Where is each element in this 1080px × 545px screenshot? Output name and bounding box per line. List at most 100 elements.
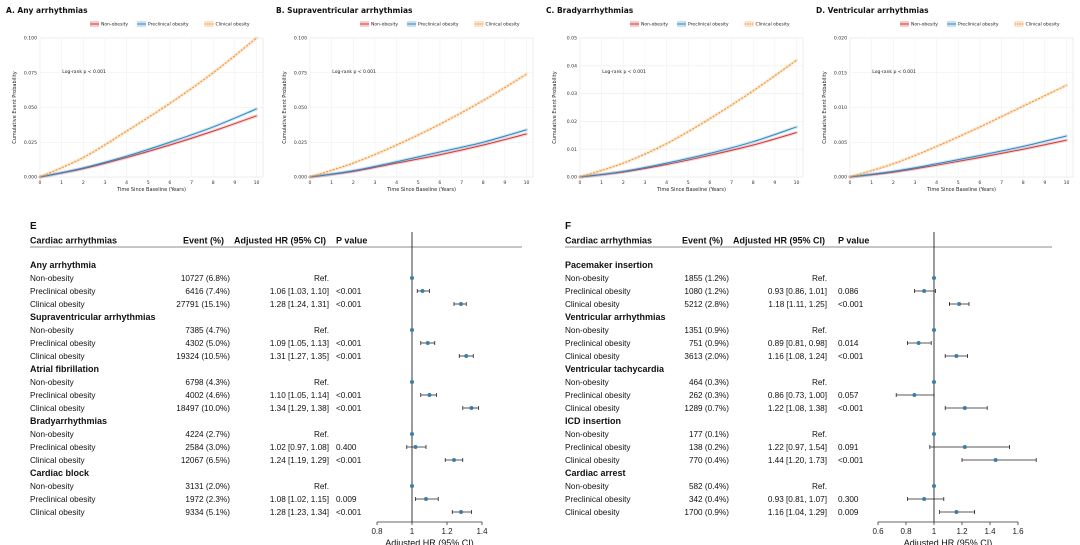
hr-point: [932, 380, 936, 384]
series-line: [309, 129, 527, 178]
row-p-value: <0.001: [336, 391, 362, 400]
x-tick-label: 6: [168, 180, 171, 186]
km-svg: A. Any arrhythmias Non-obesity Preclinical…: [6, 6, 264, 193]
row-p-value: <0.001: [838, 404, 864, 413]
row-event: 751 (0.9%): [689, 339, 729, 348]
row-label: Preclinical obesity: [30, 443, 96, 452]
row-label: Non-obesity: [565, 326, 610, 335]
row-p-value: <0.001: [336, 404, 362, 413]
row-label: Clinical obesity: [565, 404, 621, 413]
row-event: 770 (0.4%): [689, 456, 729, 465]
legend-swatch: [204, 21, 214, 27]
hr-point: [410, 328, 414, 332]
y-tick-label: 0.005: [834, 140, 847, 146]
row-event: 6416 (7.4%): [185, 287, 230, 296]
legend-label: Non-obesity: [641, 22, 668, 28]
x-tick-label: 0: [849, 180, 852, 186]
x-tick-label: 1: [870, 180, 873, 186]
row-event: 10727 (6.8%): [181, 274, 230, 283]
row-label: Clinical obesity: [30, 456, 86, 465]
row-event: 18497 (10.0%): [176, 404, 230, 413]
row-hr: 1.08 [1.02, 1.15]: [270, 495, 329, 504]
hr-point: [957, 302, 962, 306]
y-tick-label: 0.020: [834, 36, 847, 42]
hr-point: [932, 432, 936, 436]
row-event: 1351 (0.9%): [684, 326, 729, 335]
km-title: A. Any arrhythmias: [6, 6, 88, 15]
row-hr: Ref.: [812, 274, 827, 283]
y-tick-label: 0.025: [24, 140, 37, 146]
x-tick-label: 0: [579, 180, 582, 186]
row-p-value: 0.400: [336, 443, 357, 452]
row-hr: 1.34 [1.29, 1.38]: [270, 404, 329, 413]
logrank-annotation: Log-rank p < 0.001: [602, 69, 646, 75]
y-tick-label: 0.010: [834, 105, 847, 111]
row-label: Clinical obesity: [30, 352, 86, 361]
y-tick-label: 0.000: [834, 175, 847, 181]
row-event: 1700 (0.9%): [684, 508, 729, 517]
row-p-value: <0.001: [336, 352, 362, 361]
header-p-value: P value: [336, 236, 367, 246]
x-tick-label: 3: [913, 180, 916, 186]
row-label: Clinical obesity: [565, 300, 621, 309]
row-event: 27791 (15.1%): [176, 300, 230, 309]
x-tick-label: 5: [417, 180, 420, 186]
row-hr: 1.24 [1.19, 1.29]: [270, 456, 329, 465]
row-p-value: 0.091: [838, 443, 859, 452]
x-tick-label: 7: [190, 180, 193, 186]
x-tick-label: 0.6: [872, 527, 884, 536]
km-title: D. Ventricular arrhythmias: [816, 6, 929, 15]
x-tick-label: 10: [254, 180, 260, 186]
hr-point: [469, 406, 474, 410]
x-tick-label: 0: [309, 180, 312, 186]
y-axis-label: Cumulative Event Probability: [12, 71, 18, 144]
row-event: 1972 (2.3%): [185, 495, 230, 504]
row-label: Non-obesity: [30, 378, 75, 387]
row-p-value: <0.001: [838, 352, 864, 361]
x-tick-label: 9: [503, 180, 506, 186]
row-event: 7385 (4.7%): [185, 326, 230, 335]
row-hr: Ref.: [314, 430, 329, 439]
x-tick-label: 6: [978, 180, 981, 186]
row-label: Non-obesity: [565, 274, 610, 283]
row-event: 2584 (3.0%): [185, 443, 230, 452]
row-p-value: <0.001: [838, 300, 864, 309]
row-label: Non-obesity: [565, 482, 610, 491]
legend-label: Non-obesity: [101, 22, 128, 28]
row-event: 1289 (0.7%): [684, 404, 729, 413]
row-hr: Ref.: [314, 326, 329, 335]
hr-point: [922, 289, 927, 293]
row-hr: 1.09 [1.05, 1.13]: [270, 339, 329, 348]
hr-point: [916, 341, 921, 345]
row-label: Preclinical obesity: [565, 339, 631, 348]
y-tick-label: 0.025: [294, 140, 307, 146]
y-tick-label: 0.000: [24, 175, 37, 181]
km-panel-a: A. Any arrhythmias Non-obesity Preclinical…: [0, 0, 268, 200]
x-tick-label: 5: [147, 180, 150, 186]
row-p-value: <0.001: [336, 300, 362, 309]
row-label: Preclinical obesity: [565, 391, 631, 400]
hr-point: [993, 458, 998, 462]
row-hr: 1.28 [1.23, 1.34]: [270, 508, 329, 517]
series-line: [849, 139, 1067, 178]
row-hr: 1.10 [1.05, 1.14]: [270, 391, 329, 400]
legend-label: Non-obesity: [911, 22, 938, 28]
hr-point: [413, 445, 418, 449]
y-tick-label: 0.05: [567, 36, 577, 42]
row-event: 464 (0.3%): [689, 378, 729, 387]
y-tick-label: 0.02: [567, 119, 577, 125]
row-hr: Ref.: [314, 378, 329, 387]
row-label: Preclinical obesity: [30, 339, 96, 348]
x-tick-label: 8: [212, 180, 215, 186]
km-svg: C. Bradyarrhythmias Non-obesity Preclinica…: [546, 6, 804, 193]
header-cardiac-arrhythmias: Cardiac arrhythmias: [30, 236, 117, 246]
row-label: Non-obesity: [30, 430, 75, 439]
series-line: [849, 84, 1067, 178]
row-hr: 1.18 [1.11, 1.25]: [768, 300, 827, 309]
row-p-value: 0.009: [336, 495, 357, 504]
series-line: [39, 115, 257, 178]
group-heading: Any arrhythmia: [30, 260, 97, 270]
x-tick-label: 6: [438, 180, 441, 186]
row-label: Preclinical obesity: [565, 287, 631, 296]
header-cardiac-arrhythmias: Cardiac arrhythmias: [565, 236, 652, 246]
